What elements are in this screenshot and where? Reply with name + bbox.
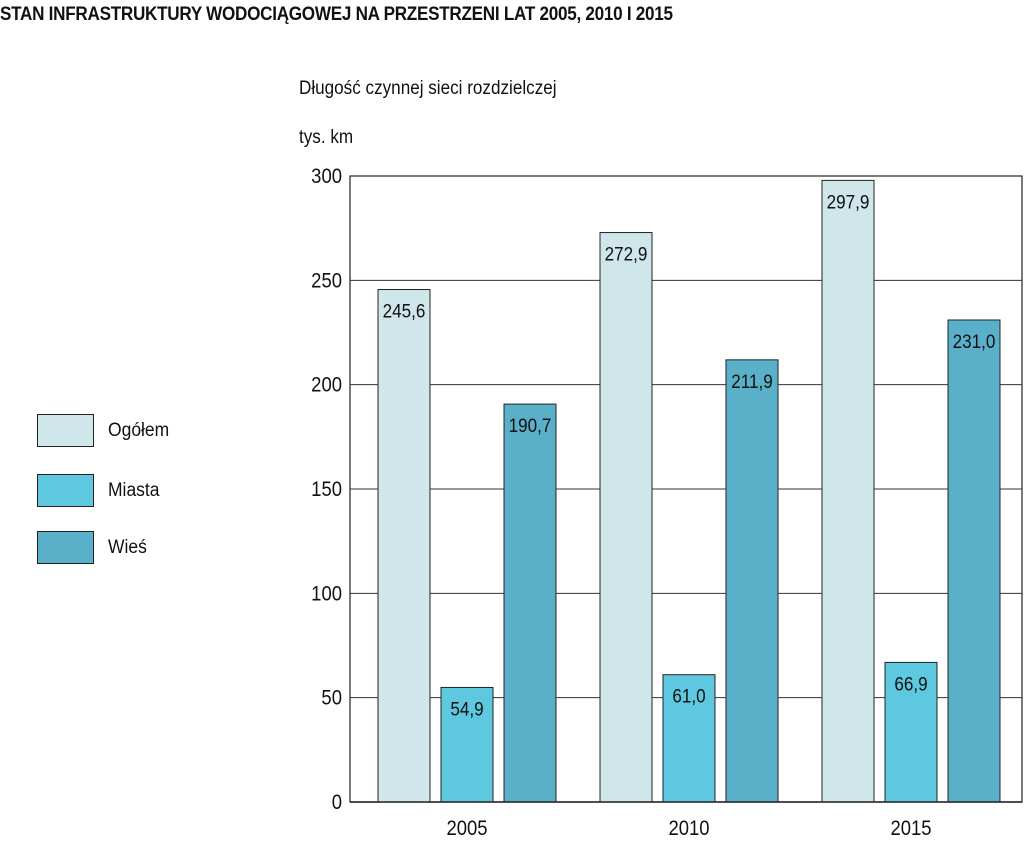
data-label: 211,9 (731, 371, 772, 392)
x-tick-label: 2005 (446, 817, 487, 840)
bar (725, 359, 779, 803)
data-label: 272,9 (605, 244, 648, 265)
bar (377, 289, 431, 803)
chart-title: STAN INFRASTRUKTURY WODOCIĄGOWEJ NA PRZE… (0, 4, 673, 25)
legend-label-wies: Wieś (108, 537, 147, 558)
legend-label-miasta: Miasta (108, 480, 160, 501)
y-tick-label: 200 (311, 374, 342, 397)
legend-label-ogolem: Ogółem (108, 420, 170, 441)
y-axis-unit-label: tys. km (299, 127, 354, 148)
legend-swatch-ogolem (37, 414, 94, 447)
legend-swatch-wies (37, 531, 94, 564)
data-label: 54,9 (450, 699, 483, 720)
bar (503, 403, 557, 803)
chart-subtitle: Długość czynnej sieci rozdzielczej (299, 78, 557, 99)
bar (884, 661, 938, 803)
y-tick-label: 0 (332, 791, 342, 814)
y-tick-label: 50 (321, 687, 342, 710)
y-tick-label: 150 (311, 478, 342, 501)
data-label: 231,0 (953, 331, 996, 352)
y-tick-label: 100 (311, 582, 342, 605)
data-label: 66,9 (894, 674, 927, 695)
data-label: 297,9 (827, 192, 870, 213)
bar (947, 319, 1001, 803)
x-tick-label: 2015 (890, 817, 931, 840)
data-label: 61,0 (672, 686, 705, 707)
data-label: 190,7 (509, 415, 552, 436)
data-label: 245,6 (383, 301, 426, 322)
bar (821, 179, 875, 803)
y-tick-label: 300 (311, 165, 342, 188)
bar (599, 232, 653, 803)
x-tick-label: 2010 (668, 817, 709, 840)
y-tick-label: 250 (311, 269, 342, 292)
legend-swatch-miasta (37, 474, 94, 507)
